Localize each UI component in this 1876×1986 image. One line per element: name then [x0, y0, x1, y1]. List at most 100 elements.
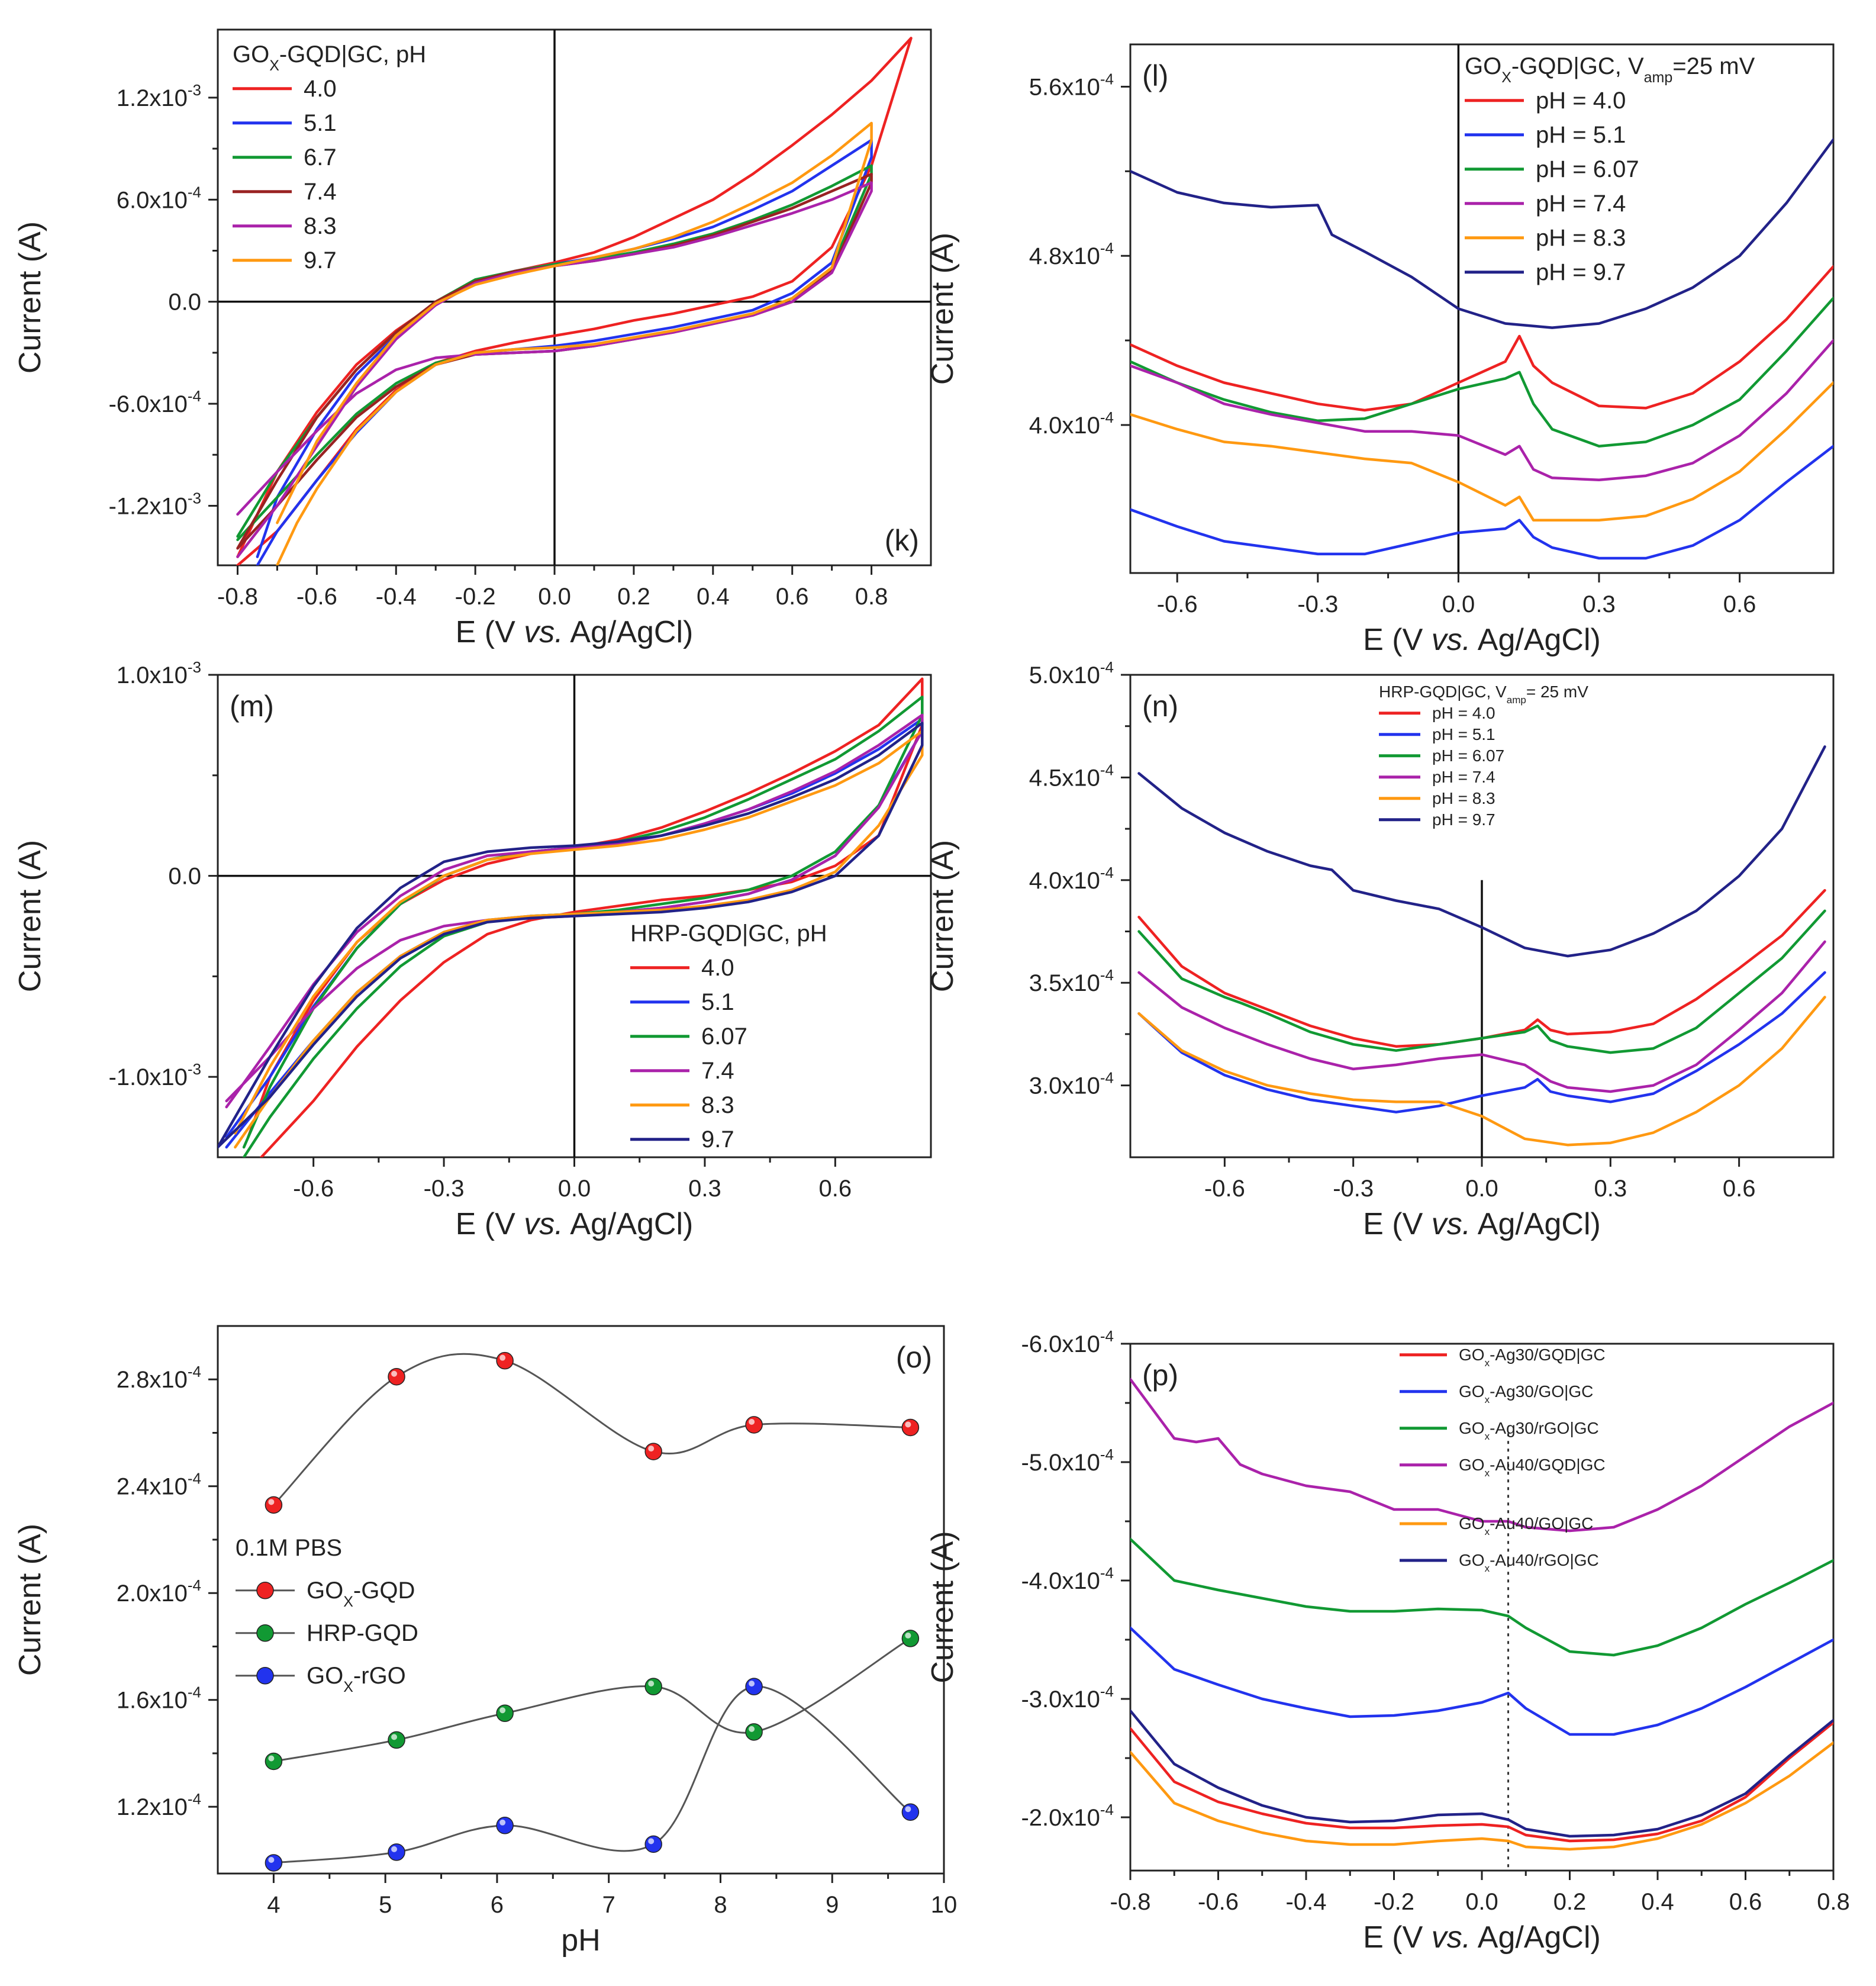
legend-label-5.1: 5.1	[304, 110, 337, 136]
x-tick-label: -0.6	[1157, 591, 1198, 617]
x-tick-label: 0.6	[1723, 591, 1756, 617]
x-tick-label: -0.3	[1297, 591, 1338, 617]
data-point-GOX-GQD	[265, 1496, 283, 1514]
data-point-HRP-GQD	[745, 1723, 763, 1741]
x-axis-label: E (V vs. Ag/AgCl)	[456, 615, 694, 649]
y-tick-label: -3.0x10-4	[1021, 1682, 1114, 1713]
legend-title: GOX-GQD|GC, pH	[233, 41, 426, 74]
x-tick-label: 0.0	[558, 1176, 591, 1202]
legend-label-8.3: 8.3	[701, 1092, 734, 1118]
x-axis-label: E (V vs. Ag/AgCl)	[1363, 623, 1601, 657]
x-tick-label: 8	[714, 1892, 727, 1918]
panel-m: -0.6 -0.3 0.0 0.3 0.6 -1.0x10-3 0.0 1.0x10-3 E (…	[13, 658, 932, 1241]
x-tick-label: 0.0	[1465, 1176, 1498, 1202]
plot-frame	[1129, 43, 1835, 574]
legend-label-GOx-Ag30/GQD|GC: GOx-Ag30/GQD|GC	[1459, 1346, 1606, 1369]
x-tick-label: 0.0	[1465, 1889, 1498, 1915]
data-point-highlight	[648, 1446, 655, 1452]
x-tick-label: -0.8	[1110, 1889, 1151, 1915]
data-point-GOX-GQD	[901, 1418, 920, 1437]
panel-label: (k)	[885, 524, 919, 557]
series-line-GOx-Ag30/GQD|GC	[1130, 1721, 1833, 1843]
y-tick-label: 1.0x10-3	[117, 658, 201, 688]
x-tick-label: 0.6	[1729, 1889, 1762, 1915]
x-tick-label: 9	[826, 1892, 839, 1918]
series-line-GOx-Au40/GO|GC	[1130, 1741, 1833, 1851]
plot-area	[1130, 1377, 1833, 1851]
legend-label-5.1: 5.1	[701, 989, 734, 1015]
y-tick-label: 4.0x10-4	[1029, 864, 1114, 894]
panel-k: -0.8 -0.6 -0.4 -0.2 0.0 0.2 0.4 0.6 0.8 -1.2x10-3…	[13, 28, 932, 649]
data-point-highlight	[648, 1838, 655, 1845]
x-axis-label: E (V vs. Ag/AgCl)	[456, 1207, 694, 1241]
data-point-highlight	[905, 1421, 911, 1428]
y-tick-label: 2.0x10-4	[117, 1576, 201, 1607]
legend-label-4.0: 4.0	[304, 76, 337, 102]
x-axis-label: E (V vs. Ag/AgCl)	[1363, 1920, 1601, 1955]
data-point-GOX-rGO	[265, 1854, 283, 1872]
data-point-highlight	[391, 1734, 398, 1740]
x-tick-label: -0.3	[1333, 1176, 1374, 1202]
plot-area	[218, 677, 924, 1157]
data-point-highlight	[749, 1726, 755, 1732]
x-tick-label: 10	[931, 1892, 958, 1918]
y-tick-label: 1.6x10-4	[117, 1684, 201, 1714]
legend-label-GOX-GQD: GOX-GQD	[307, 1578, 415, 1610]
data-point-highlight	[499, 1819, 506, 1826]
x-tick-label: 0.8	[855, 584, 888, 610]
y-tick-label: 6.0x10-4	[117, 183, 201, 213]
x-tick-label: 0.6	[1723, 1176, 1756, 1202]
y-tick-label: 4.0x10-4	[1029, 408, 1114, 439]
y-axis-label: Current (A)	[13, 221, 47, 374]
data-point-GOX-rGO	[745, 1678, 763, 1695]
data-point-HRP-GQD	[265, 1752, 283, 1771]
data-point-GOX-GQD	[388, 1367, 405, 1386]
legend-marker	[256, 1624, 274, 1642]
panel-label: (o)	[896, 1341, 932, 1374]
series-line-pH = 6.07	[1137, 909, 1826, 1054]
legend-label-8.3: 8.3	[304, 213, 337, 239]
panel-label: (l)	[1142, 59, 1168, 92]
data-point-GOX-rGO	[644, 1835, 662, 1853]
y-tick-label: 1.2x10-4	[117, 1790, 201, 1820]
y-axis-label: Current (A)	[926, 1531, 960, 1683]
panel-l: -0.6 -0.3 0.0 0.3 0.6 4.0x10-4 4.8x10-4 5.6x10-…	[926, 43, 1835, 657]
y-tick-label: 3.0x10-4	[1029, 1069, 1114, 1099]
y-tick-label: 0.0	[168, 864, 201, 890]
series-line-pH = 8.3	[1137, 996, 1826, 1147]
legend-title: 0.1M PBS	[236, 1535, 342, 1561]
x-axis-label: pH	[561, 1923, 600, 1958]
y-tick-label: -4.0x10-4	[1021, 1564, 1114, 1594]
plot-area	[236, 37, 913, 565]
x-tick-label: 0.3	[1582, 591, 1616, 617]
legend-label-GOx-Au40/GO|GC: GOx-Au40/GO|GC	[1459, 1514, 1593, 1537]
x-tick-label: 4	[267, 1892, 280, 1918]
legend: 0.1M PBS GOX-GQD HRP-GQD GOX-rGO	[236, 1535, 418, 1695]
panel-label: (p)	[1142, 1359, 1178, 1392]
legend-title: HRP-GQD|GC, Vamp= 25 mV	[1379, 683, 1588, 706]
series-line-GOx-Ag30/rGO|GC	[1130, 1537, 1833, 1657]
x-tick-label: -0.8	[217, 584, 258, 610]
x-tick-label: 0.0	[538, 584, 571, 610]
x-tick-label: -0.6	[1198, 1889, 1239, 1915]
legend-label-GOx-Au40/GQD|GC: GOx-Au40/GQD|GC	[1459, 1456, 1606, 1479]
x-tick-label: 0.4	[697, 584, 730, 610]
x-tick-label: 0.0	[1442, 591, 1475, 617]
x-tick-label: 0.6	[819, 1176, 852, 1202]
legend-label-pH = 6.07: pH = 6.07	[1432, 746, 1504, 765]
x-tick-label: 0.3	[1594, 1176, 1627, 1202]
x-tick-label: 7	[602, 1892, 615, 1918]
panel-o: 4 5 6 7 8 9 10 1.2x10-4 1.6x10-4 2.0x10-4 2.4x10-4…	[13, 1325, 958, 1958]
legend-label-pH = 7.4: pH = 7.4	[1536, 191, 1626, 217]
y-tick-label: -2.0x10-4	[1021, 1801, 1114, 1831]
data-point-GOX-rGO	[901, 1803, 920, 1821]
data-point-highlight	[391, 1370, 398, 1377]
x-tick-label: 6	[491, 1892, 504, 1918]
y-tick-label: 5.6x10-4	[1029, 70, 1114, 100]
y-axis-label: Current (A)	[13, 840, 47, 992]
x-tick-label: -0.6	[296, 584, 337, 610]
x-tick-label: 0.3	[688, 1176, 721, 1202]
series-line-GOx-Au40/GQD|GC	[1130, 1377, 1833, 1533]
